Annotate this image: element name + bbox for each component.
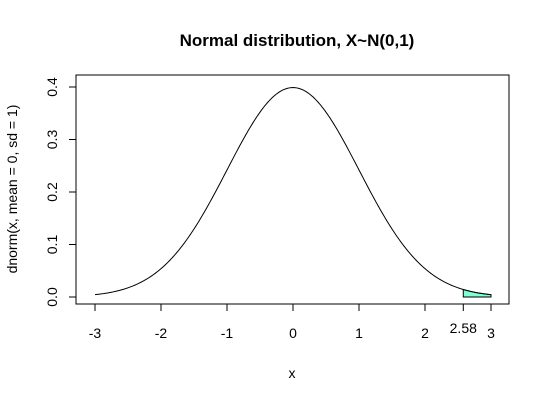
x-tick-label: 1 — [355, 325, 363, 341]
x-axis-label: x — [289, 365, 296, 381]
x-tick-label: -3 — [89, 325, 102, 341]
plot-box — [75, 74, 510, 305]
annotation-label: 2.58 — [450, 320, 477, 336]
x-tick-label: -1 — [221, 325, 234, 341]
x-tick-label: -2 — [155, 325, 168, 341]
y-axis-label: dnorm(x, mean = 0, sd = 1) — [4, 105, 20, 274]
y-axis: 0.0 0.1 0.2 0.3 0.4 — [44, 77, 77, 307]
density-curve — [94, 87, 492, 296]
chart-title: Normal distribution, X~N(0,1) — [180, 31, 415, 50]
plot-area — [94, 87, 492, 298]
x-tick-label: 2 — [421, 325, 429, 341]
y-tick-label: 0.1 — [44, 235, 60, 255]
y-tick-label: 0.4 — [44, 77, 60, 97]
x-axis: -3 -2 -1 0 1 2 3 2.58 — [89, 303, 495, 341]
y-tick-label: 0.2 — [44, 182, 60, 202]
y-tick-label: 0.0 — [44, 287, 60, 307]
y-tick-label: 0.3 — [44, 130, 60, 150]
x-tick-label: 0 — [289, 325, 297, 341]
x-tick-label: 3 — [487, 325, 495, 341]
